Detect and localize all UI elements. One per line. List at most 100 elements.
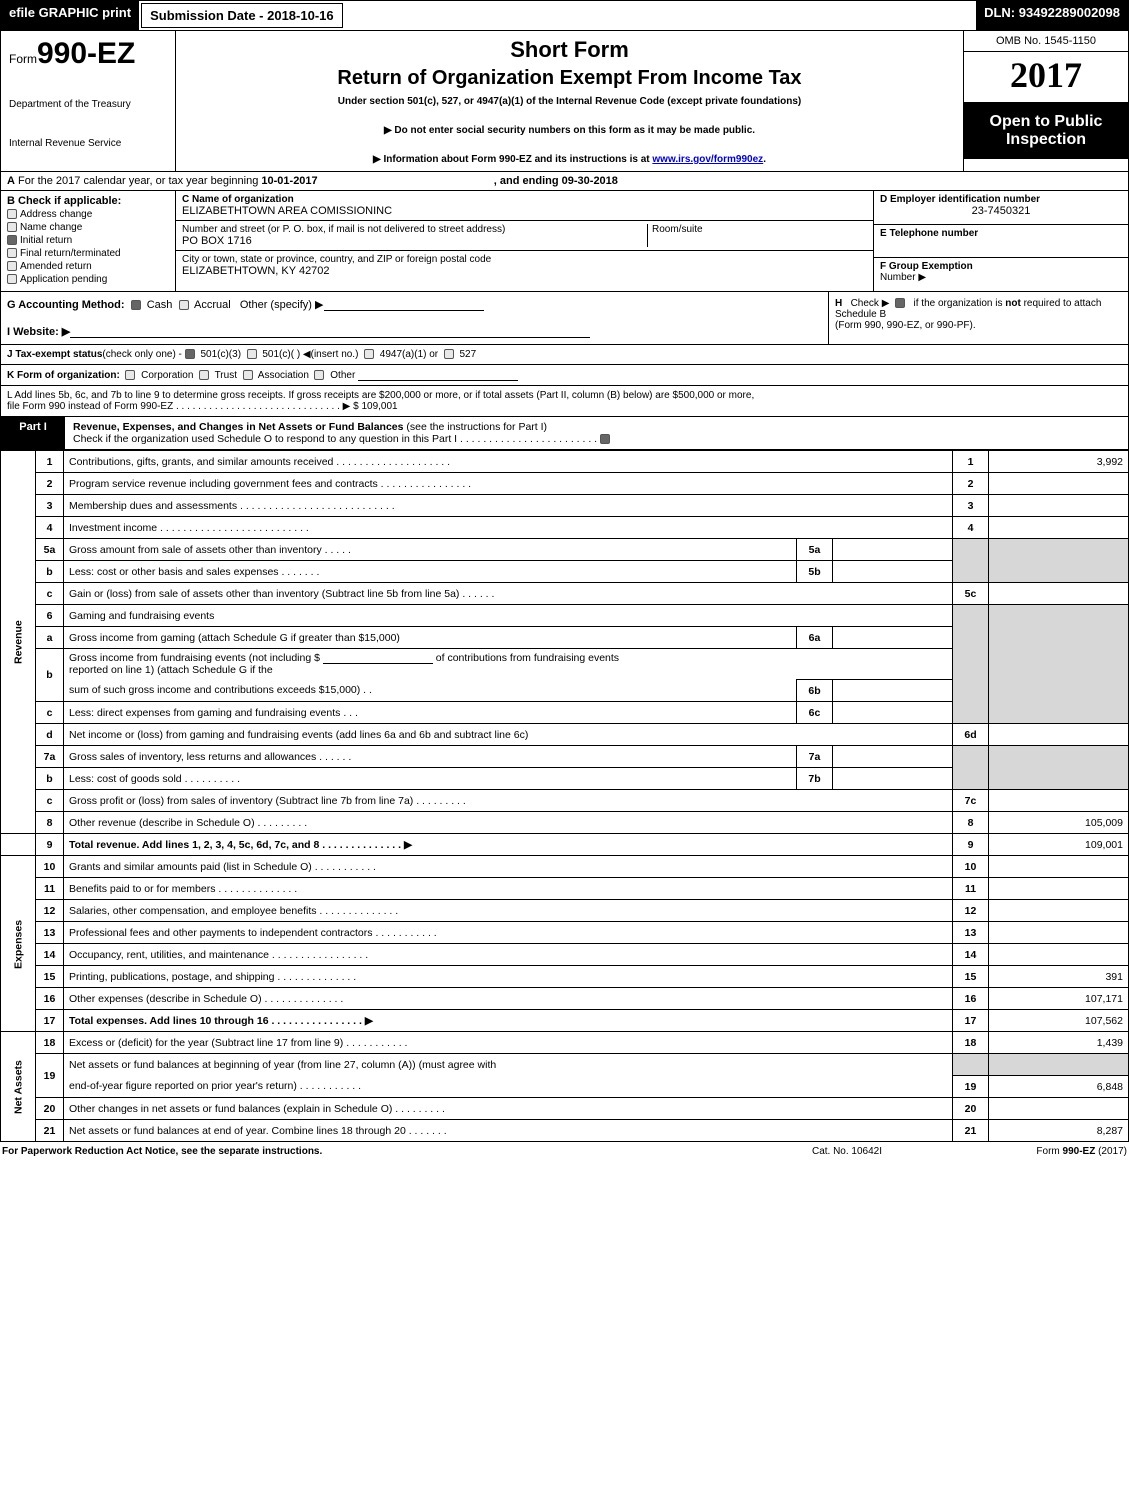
line-amt <box>989 517 1129 539</box>
line-desc: Gross amount from sale of assets other t… <box>64 539 797 561</box>
line-amt <box>989 1098 1129 1120</box>
footer-right-pre: Form <box>1036 1146 1062 1157</box>
line-num: 1 <box>36 451 64 473</box>
cb-initial-return[interactable]: Initial return <box>7 235 169 246</box>
table-row: 9Total revenue. Add lines 1, 2, 3, 4, 5c… <box>1 834 1129 856</box>
line-rnum: 17 <box>953 1010 989 1032</box>
cb-amended-return[interactable]: Amended return <box>7 261 169 272</box>
cb-label: Initial return <box>20 235 72 246</box>
part1-sub: (see the instructions for Part I) <box>406 421 547 433</box>
checkbox-icon[interactable] <box>125 370 135 380</box>
line-rnum: 12 <box>953 900 989 922</box>
g-other-blank[interactable] <box>324 299 484 311</box>
checkbox-icon[interactable] <box>243 370 253 380</box>
c-name-label: C Name of organization <box>182 194 867 205</box>
line-num: 19 <box>36 1054 64 1098</box>
checkbox-icon[interactable] <box>179 300 189 310</box>
checkbox-icon[interactable] <box>247 349 257 359</box>
checkbox-icon[interactable] <box>444 349 454 359</box>
col-d: D Employer identification number 23-7450… <box>873 191 1128 291</box>
line-rnum: 13 <box>953 922 989 944</box>
line-rnum: 14 <box>953 944 989 966</box>
table-row: 7aGross sales of inventory, less returns… <box>1 746 1129 768</box>
checkbox-icon[interactable] <box>185 349 195 359</box>
line-desc: Net assets or fund balances at end of ye… <box>64 1120 953 1142</box>
h-not: not <box>1005 298 1021 309</box>
line-desc: Grants and similar amounts paid (list in… <box>64 856 953 878</box>
line-desc: Net income or (loss) from gaming and fun… <box>64 724 953 746</box>
line-desc: Other expenses (describe in Schedule O) … <box>64 988 953 1010</box>
l-txt1: L Add lines 5b, 6c, and 7b to line 9 to … <box>7 390 1122 401</box>
h-label: H <box>835 298 842 309</box>
k-o2: Trust <box>215 370 237 381</box>
cb-application-pending[interactable]: Application pending <box>7 274 169 285</box>
dept-treasury: Department of the Treasury <box>9 99 167 110</box>
k-other-blank[interactable] <box>358 369 518 381</box>
checkbox-icon[interactable] <box>364 349 374 359</box>
sub-num: 6a <box>797 627 833 649</box>
checkbox-icon[interactable] <box>314 370 324 380</box>
shade-cell <box>989 1054 1129 1076</box>
table-row: 2Program service revenue including gover… <box>1 473 1129 495</box>
line-num: 6 <box>36 605 64 627</box>
line-amt: 6,848 <box>989 1076 1129 1098</box>
checkbox-icon <box>7 274 17 284</box>
line-num: 12 <box>36 900 64 922</box>
table-row: 15Printing, publications, postage, and s… <box>1 966 1129 988</box>
irs-link[interactable]: www.irs.gov/form990ez <box>652 154 763 165</box>
footer-left: For Paperwork Reduction Act Notice, see … <box>2 1146 747 1157</box>
line-num: 17 <box>36 1010 64 1032</box>
line-rnum: 8 <box>953 812 989 834</box>
line-amt: 107,562 <box>989 1010 1129 1032</box>
i-label: I Website: ▶ <box>7 326 70 338</box>
line-rnum: 3 <box>953 495 989 517</box>
col-b: B Check if applicable: Address change Na… <box>1 191 176 291</box>
cb-name-change[interactable]: Name change <box>7 222 169 233</box>
form-subtitle: Under section 501(c), 527, or 4947(a)(1)… <box>184 96 955 107</box>
line-num: b <box>36 649 64 702</box>
line-desc: Total revenue. Add lines 1, 2, 3, 4, 5c,… <box>64 834 953 856</box>
cb-address-change[interactable]: Address change <box>7 209 169 220</box>
footer-mid: Cat. No. 10642I <box>747 1146 947 1157</box>
section-revenue: Revenue <box>1 451 36 834</box>
checkbox-icon <box>7 248 17 258</box>
table-row: 5aGross amount from sale of assets other… <box>1 539 1129 561</box>
checkbox-icon[interactable] <box>131 300 141 310</box>
line-desc: Gaming and fundraising events <box>64 605 953 627</box>
c-addr-label: Number and street (or P. O. box, if mail… <box>182 224 647 235</box>
lines-table: Revenue 1Contributions, gifts, grants, a… <box>0 450 1129 1142</box>
subdate-label: Submission Date - <box>150 8 267 23</box>
i-blank[interactable] <box>70 326 590 338</box>
h-txt2: if the organization is <box>914 298 1006 309</box>
h-txt1: Check ▶ <box>851 298 890 309</box>
line-desc: Less: direct expenses from gaming and fu… <box>64 702 797 724</box>
l17-desc: Total expenses. Add lines 10 through 16 … <box>69 1015 373 1027</box>
line-amt <box>989 922 1129 944</box>
section-netassets: Net Assets <box>1 1032 36 1142</box>
cb-label: Address change <box>20 209 92 220</box>
checkbox-icon[interactable] <box>600 434 610 444</box>
cb-final-return[interactable]: Final return/terminated <box>7 248 169 259</box>
row-a: A For the 2017 calendar year, or tax yea… <box>0 172 1129 191</box>
c-name-row: C Name of organization ELIZABETHTOWN ARE… <box>176 191 873 221</box>
line-num: 13 <box>36 922 64 944</box>
page-footer: For Paperwork Reduction Act Notice, see … <box>0 1142 1129 1157</box>
line-desc: Other revenue (describe in Schedule O) .… <box>64 812 953 834</box>
d-ein-row: D Employer identification number 23-7450… <box>874 191 1128 225</box>
open-to-public: Open to Public Inspection <box>964 103 1128 159</box>
short-form-label: Short Form <box>184 37 955 63</box>
line-num: 14 <box>36 944 64 966</box>
checkbox-icon[interactable] <box>199 370 209 380</box>
note2-post: . <box>763 154 766 165</box>
checkbox-icon[interactable] <box>895 298 905 308</box>
f-group-row: F Group Exemption Number ▶ <box>874 258 1128 291</box>
sub-amt <box>833 561 953 583</box>
line-num: c <box>36 702 64 724</box>
l6b-p1: Gross income from fundraising events (no… <box>69 652 323 664</box>
line-amt <box>989 583 1129 605</box>
e-tel-label: E Telephone number <box>880 228 978 239</box>
sub-amt <box>833 702 953 724</box>
b-hdr-txt: Check if applicable: <box>18 195 121 207</box>
omb-number: OMB No. 1545-1150 <box>964 31 1128 52</box>
l6b-blank[interactable] <box>323 652 433 664</box>
